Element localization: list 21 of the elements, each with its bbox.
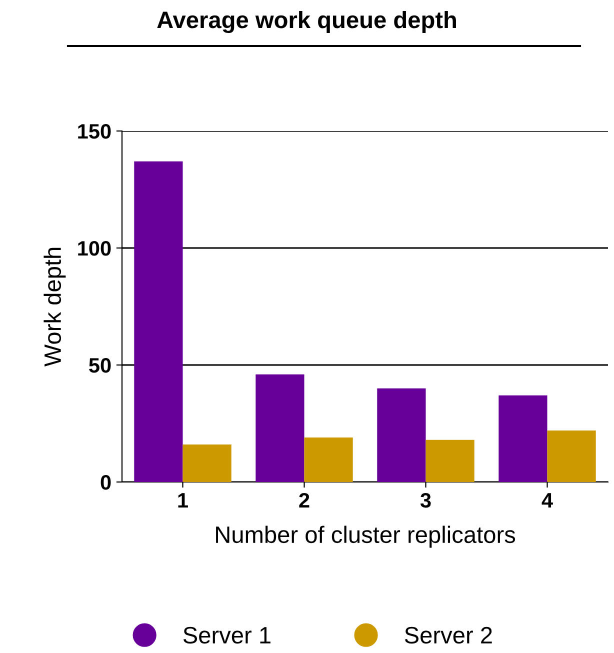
x-tick-label: 3 bbox=[420, 492, 431, 508]
bar bbox=[134, 161, 183, 482]
bar bbox=[304, 438, 353, 482]
x-tick-label: 4 bbox=[542, 493, 553, 508]
bar bbox=[256, 374, 304, 482]
y-tick-label: 100 bbox=[78, 241, 111, 256]
bar bbox=[377, 388, 426, 482]
y-tick-label: 50 bbox=[89, 358, 111, 373]
legend-label: Server 1 bbox=[183, 626, 270, 644]
y-axis-title: Work depth bbox=[44, 248, 66, 367]
bar bbox=[426, 440, 474, 482]
legend-label: Server 2 bbox=[404, 626, 492, 644]
bar bbox=[547, 430, 596, 482]
bar bbox=[498, 395, 548, 482]
bar bbox=[182, 444, 232, 482]
x-tick-label: 2 bbox=[299, 492, 310, 508]
y-tick-label: 0 bbox=[100, 475, 111, 490]
chart-title: Average work queue depth bbox=[157, 10, 456, 34]
y-tick-label: 150 bbox=[78, 124, 111, 139]
x-tick-label: 1 bbox=[178, 493, 188, 508]
x-axis-title: Number of cluster replicators bbox=[216, 526, 516, 548]
